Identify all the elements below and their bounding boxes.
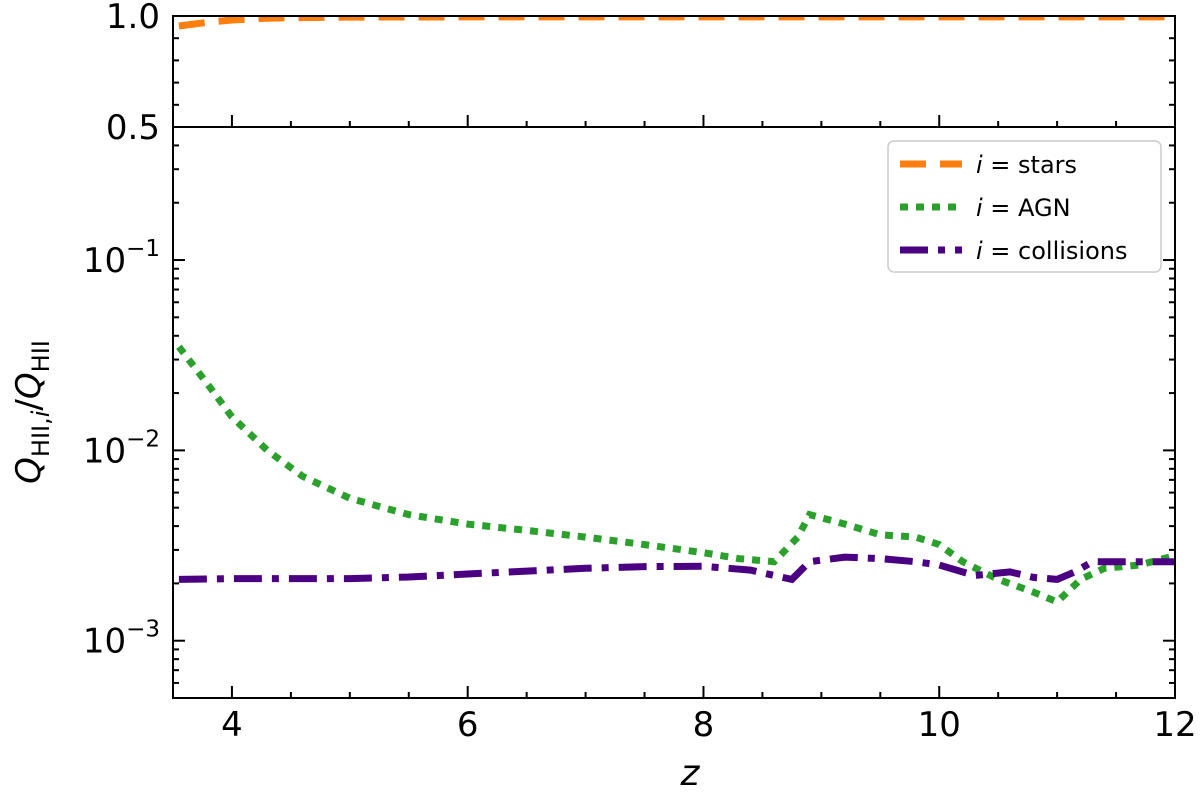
x-tick-label: 6 [457,705,479,745]
x-axis-label: z [680,753,701,794]
legend-label-collisions: i = collisions [976,237,1128,265]
y-axis-label: QHII,i/QHII [9,340,55,484]
x-tick-label: 4 [221,705,243,745]
x-tick-label: 12 [1153,705,1196,745]
legend-box [887,140,1162,273]
bottom-ticks-group: 4 6 8 10 12 10−3 10−2 10−1 [83,126,1197,745]
series-line-collisions [178,553,1175,584]
bottom-panel-frame [172,126,1176,699]
top-panel: 0.5 1.0 [106,0,1176,148]
bottom-y-tick-label: 10−2 [83,426,160,471]
x-tick-label: 8 [693,705,715,745]
bottom-panel: 4 6 8 10 12 10−3 10−2 10−1 [83,126,1197,745]
series-line-stars [178,16,1175,30]
legend: i = stars i = AGN i = collisions [887,140,1162,273]
top-series-group [178,16,1175,30]
top-y-tick-label: 1.0 [106,0,160,37]
bottom-y-tick-label: 10−1 [83,236,160,281]
top-ticks-group: 0.5 1.0 [106,0,1176,148]
x-tick-label: 10 [918,705,961,745]
bottom-y-tick-label: 10−3 [83,617,160,662]
legend-label-stars: i = stars [976,151,1077,179]
top-y-tick-label: 0.5 [106,108,160,148]
series-line-agn [176,344,1175,607]
top-panel-frame [172,15,1176,128]
bottom-series-group [176,344,1175,607]
legend-label-agn: i = AGN [976,194,1071,222]
